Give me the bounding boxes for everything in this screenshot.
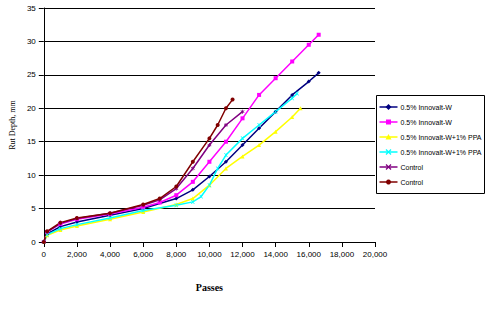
svg-text:5: 5 — [31, 204, 36, 213]
svg-text:20: 20 — [27, 104, 36, 113]
svg-text:0.5% Innovalt-W+1% PPA: 0.5% Innovalt-W+1% PPA — [401, 149, 482, 156]
svg-text:0.5% Innovalt-W: 0.5% Innovalt-W — [401, 119, 453, 126]
svg-text:18,000: 18,000 — [330, 250, 355, 259]
svg-text:10,000: 10,000 — [197, 250, 222, 259]
svg-text:2,000: 2,000 — [67, 250, 88, 259]
svg-text:25: 25 — [27, 70, 36, 79]
svg-text:20,000: 20,000 — [363, 250, 388, 259]
svg-text:0: 0 — [42, 250, 47, 259]
svg-text:0.5% Innovalt-W+1% PPA: 0.5% Innovalt-W+1% PPA — [401, 134, 482, 141]
svg-text:Control: Control — [401, 179, 424, 186]
svg-text:Rut Depth, mm: Rut Depth, mm — [8, 99, 17, 149]
svg-text:Control: Control — [401, 164, 424, 171]
svg-text:15: 15 — [27, 137, 36, 146]
svg-text:12,000: 12,000 — [230, 250, 255, 259]
svg-text:35: 35 — [27, 4, 36, 13]
svg-text:0: 0 — [31, 238, 36, 247]
svg-text:Passes: Passes — [196, 282, 223, 293]
svg-text:0.5% Innovalt-W: 0.5% Innovalt-W — [401, 104, 453, 111]
svg-text:4,000: 4,000 — [100, 250, 121, 259]
svg-text:14,000: 14,000 — [263, 250, 288, 259]
svg-text:16,000: 16,000 — [297, 250, 322, 259]
svg-text:30: 30 — [27, 37, 36, 46]
svg-text:10: 10 — [27, 171, 36, 180]
svg-text:6,000: 6,000 — [133, 250, 154, 259]
svg-text:8,000: 8,000 — [166, 250, 187, 259]
